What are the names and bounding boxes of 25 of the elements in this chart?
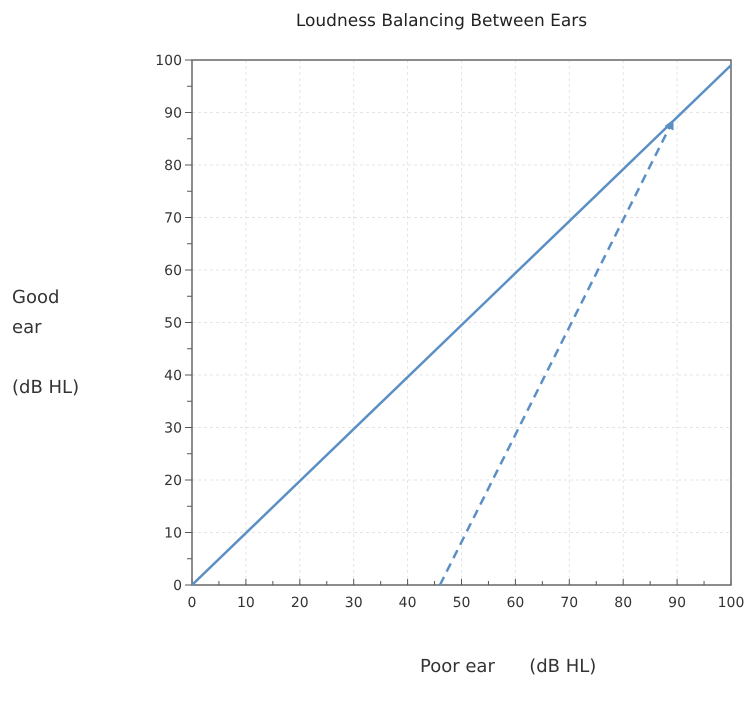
x-tick-label: 20 bbox=[290, 595, 309, 611]
x-tick-label: 30 bbox=[344, 595, 363, 611]
y-tick-label: 60 bbox=[164, 263, 182, 279]
y-tick-label: 50 bbox=[164, 316, 182, 332]
y-tick-label: 70 bbox=[164, 210, 182, 226]
x-tick-label: 40 bbox=[398, 595, 417, 611]
x-tick-label: 0 bbox=[188, 595, 196, 611]
chart-title: Loudness Balancing Between Ears bbox=[296, 11, 588, 31]
x-axis-title: Poor ear (dB HL) bbox=[420, 656, 596, 677]
y-tick-label: 30 bbox=[164, 420, 182, 436]
x-tick-label: 80 bbox=[614, 595, 632, 611]
y-tick-label: 100 bbox=[155, 53, 182, 69]
x-tick-label: 60 bbox=[506, 595, 524, 611]
y-tick-label: 40 bbox=[164, 368, 182, 384]
y-tick-label: 90 bbox=[164, 106, 182, 122]
y-tick-label: 80 bbox=[164, 158, 182, 174]
x-tick-label: 50 bbox=[452, 595, 470, 611]
x-tick-label: 70 bbox=[560, 595, 578, 611]
x-tick-label: 90 bbox=[668, 595, 686, 611]
x-tick-label: 100 bbox=[718, 595, 744, 611]
y-tick-label: 0 bbox=[173, 578, 182, 594]
y-tick-label: 10 bbox=[164, 526, 182, 542]
text: Good ear (dB HL) bbox=[12, 287, 80, 398]
x-tick-label: 10 bbox=[236, 595, 255, 611]
y-tick-label: 20 bbox=[164, 473, 182, 489]
